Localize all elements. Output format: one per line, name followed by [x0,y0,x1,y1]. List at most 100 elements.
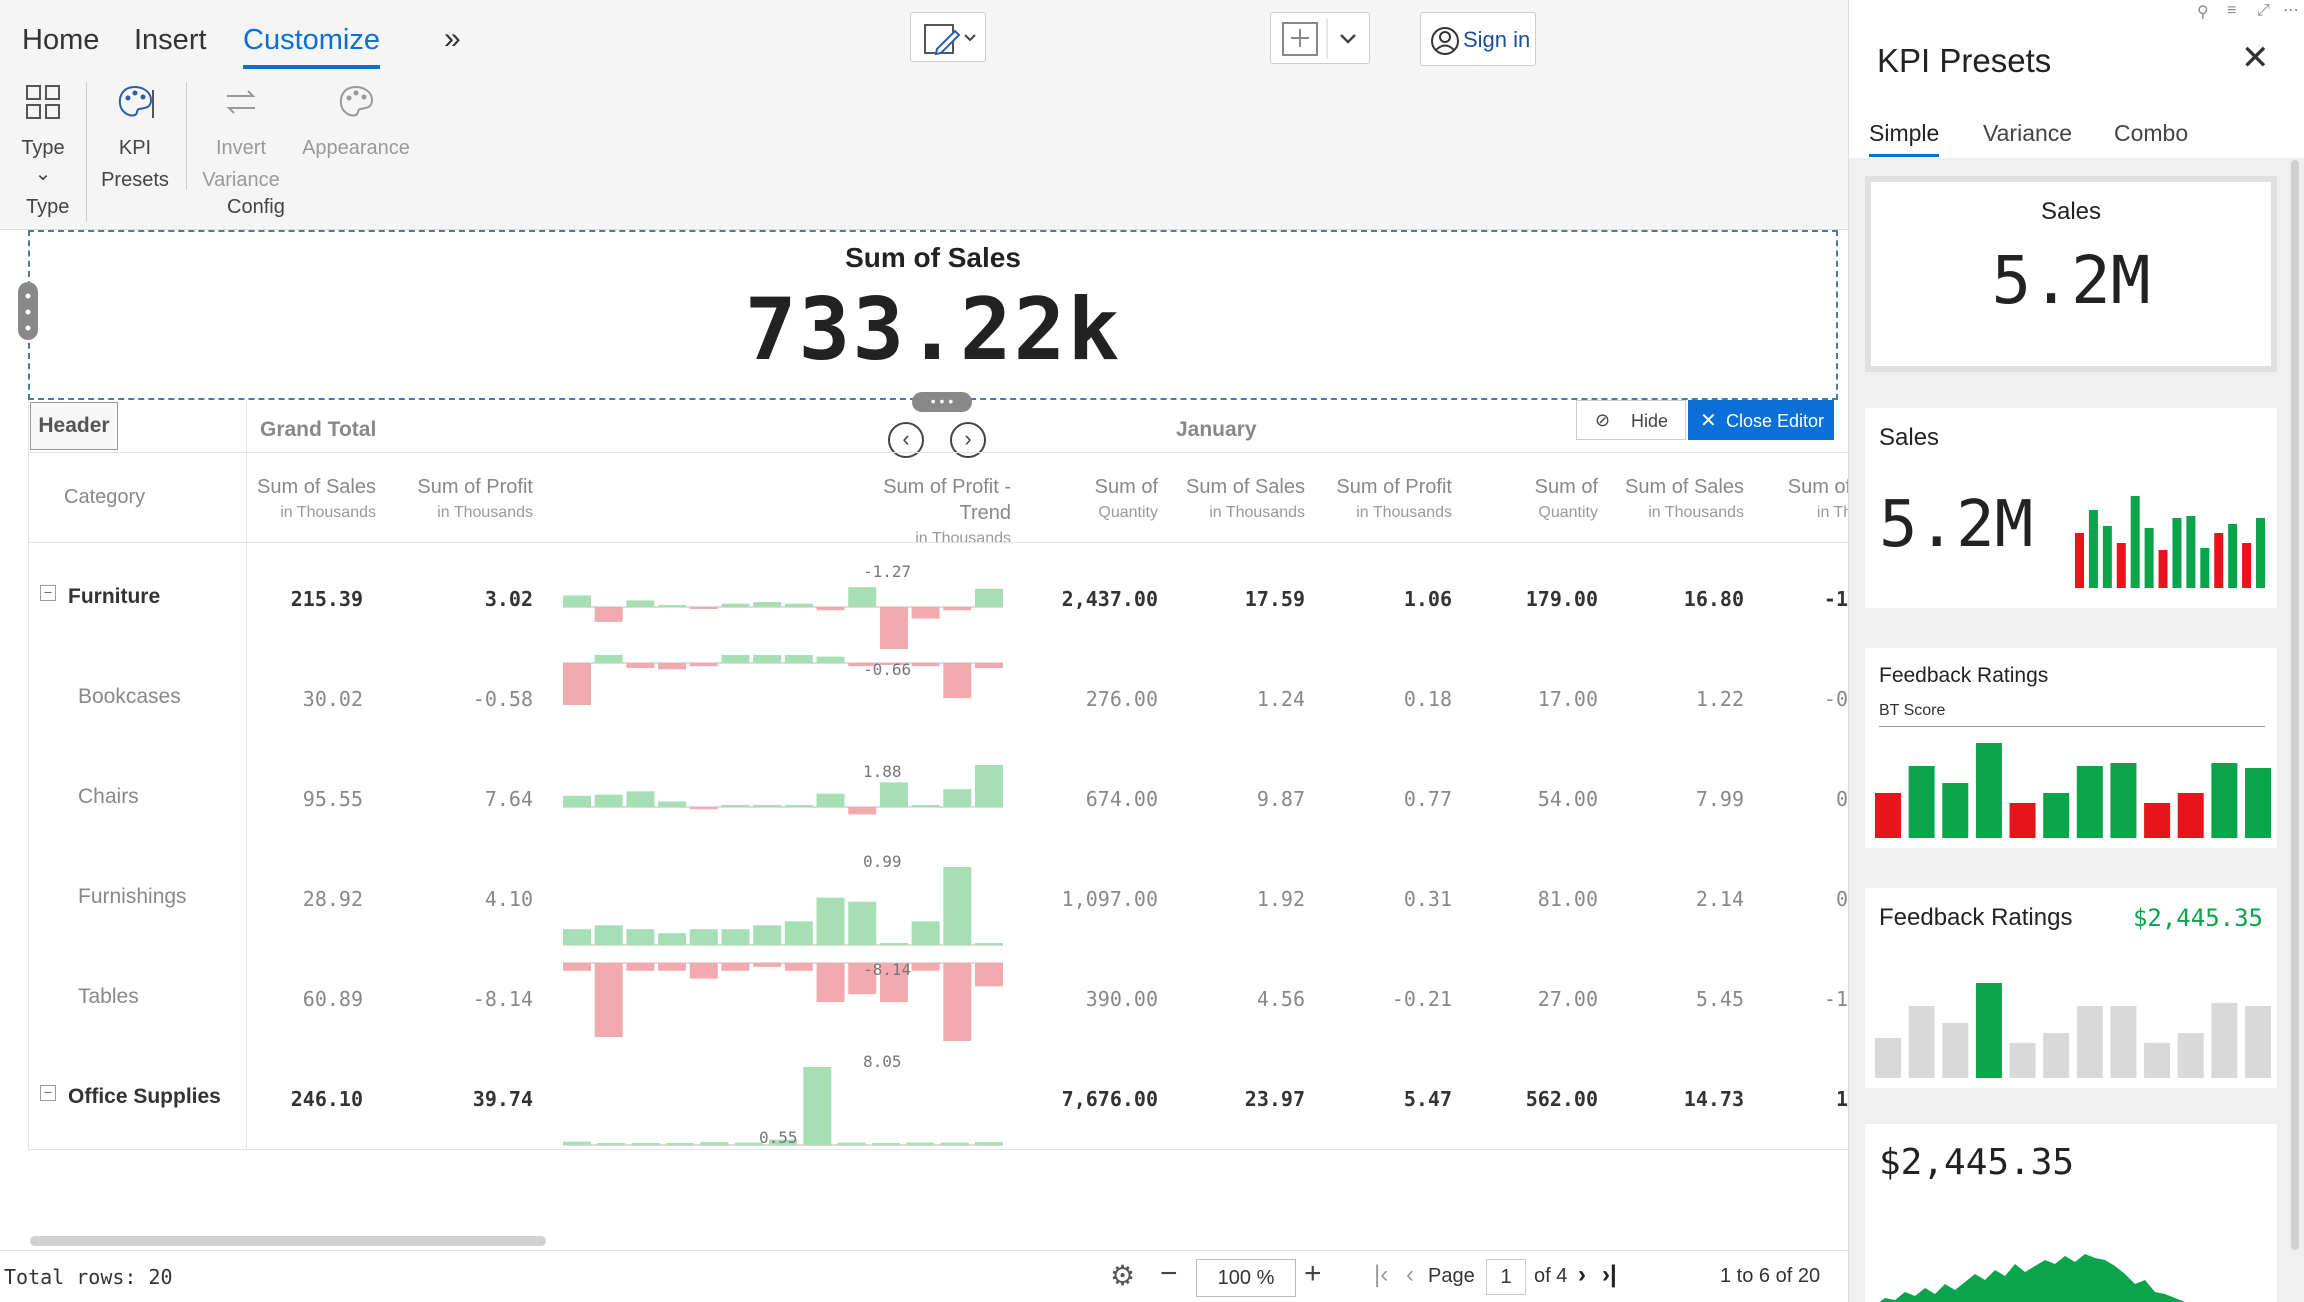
column-header[interactable]: Sum of Profit in Thousands [1292,474,1452,526]
tab-home[interactable]: Home [22,24,100,56]
sparkline-bar [626,929,655,945]
table-row[interactable]: Chairs 95.55 7.64 674.00 9.87 0.77 54.00 7.99 0 1… [28,755,1848,855]
table-row[interactable]: − Office Supplies 246.10 39.74 7,676.00 23.97… [28,1055,1848,1155]
column-header[interactable]: Sum of Profit - Trend in Thousands [851,474,1011,552]
panel-close-icon[interactable]: ✕ [2241,39,2270,77]
preset-card-sparkbar[interactable]: Sales 5.2M [1865,408,2277,608]
prev-page-icon[interactable]: ‹ [1406,1261,1414,1288]
pin-icon[interactable]: ⚲ [2197,4,2209,21]
sparkline-bar [689,963,718,979]
preset-chart-bar [2009,1043,2036,1078]
hide-button[interactable]: ⊘ Hide [1576,400,1686,440]
sparkline-bar [784,805,813,807]
scroll-left-button[interactable]: ‹ [888,422,924,458]
edit-mode-button[interactable] [910,12,986,62]
collapse-toggle-icon[interactable]: − [40,585,56,601]
table-cell: -0.21 [1391,987,1452,1011]
preset-card-column[interactable]: Feedback Ratings BT Score [1865,648,2277,848]
tab-customize[interactable]: Customize [243,24,380,69]
column-header[interactable]: Sum of Profit in Thousands [373,474,533,526]
panel-tab-combo[interactable]: Combo [2114,120,2189,146]
zoom-input[interactable]: 100 % [1196,1259,1296,1297]
preset-chart-bar [2245,1006,2271,1078]
table-row[interactable]: Tables 60.89 -8.14 390.00 4.56 -0.21 27.00 5.45… [28,955,1848,1055]
sparkline-bar [721,655,750,663]
table-cell: 17.00 [1537,687,1598,711]
sparkline-bar [943,789,972,807]
expand-icon[interactable]: ⤢ [2257,2,2270,19]
column-header-title: Sum of [1534,476,1598,498]
close-editor-button[interactable]: ✕ Close Editor [1688,400,1834,440]
zoom-out-button[interactable]: − [1160,1257,1178,1290]
sparkline-label: -1.27 [863,562,911,581]
preset-chart-bar [2076,766,2103,838]
swap-arrows-icon [226,90,256,114]
appearance-button[interactable]: Appearance [296,82,416,164]
header-button[interactable]: Header [30,402,118,450]
tab-insert[interactable]: Insert [134,24,207,56]
sparkline-bar [975,663,1003,669]
filter-icon[interactable]: ≡ [2227,2,2237,19]
sparkline-bar [658,605,687,607]
sparkline-bar [911,607,940,619]
resize-handle-left[interactable]: • • • [18,282,38,340]
more-tabs-icon[interactable]: » [444,22,461,55]
collapse-toggle-icon[interactable]: − [40,1085,56,1101]
preset-chart-bar [2116,543,2126,588]
page-input[interactable]: 1 [1486,1259,1526,1295]
preset-card-area[interactable]: $2,445.35 [1865,1124,2277,1302]
preset-card-simple[interactable]: Sales 5.2M [1865,176,2277,372]
preset-chart-bar [1908,1006,1935,1078]
total-rows: Total rows: 20 [4,1265,173,1289]
last-page-icon[interactable]: ›| [1602,1261,1617,1288]
sign-in-button[interactable]: Sign in [1420,12,1536,66]
preset-chart-bar [2177,793,2204,838]
preset-card-value: $2,445.35 [1879,1142,2075,1183]
kpi-presets-button[interactable]: KPI Presets [98,82,172,196]
column-header[interactable]: Sum of Sales in Thousands [216,474,376,526]
next-page-icon[interactable]: › [1578,1261,1586,1288]
column-header[interactable]: Sum of Sales in Thousands [1584,474,1744,526]
settings-gear-icon[interactable]: ⚙ [1110,1260,1136,1291]
column-header-title: Sum of Sales [1186,476,1305,498]
preset-chart-bar [2214,533,2224,588]
first-page-icon[interactable]: |‹ [1374,1261,1389,1288]
table-cell: 39.74 [472,1087,533,1111]
table-cell: 9.87 [1256,787,1305,811]
table-cell: -1 [1823,987,1848,1011]
table-cell: 3.02 [484,587,533,611]
table-row[interactable]: Furnishings 28.92 4.10 1,097.00 1.92 0.31 81.0… [28,855,1848,955]
chevron-down-icon: ⌄ [34,163,52,185]
kpi-card[interactable]: Sum of Sales 733.22k [28,230,1838,400]
preset-chart-bar [2088,510,2098,588]
add-element-dropdown[interactable] [1270,12,1370,64]
table-cell: -0 [1823,687,1848,711]
type-button[interactable]: Type ⌄ [16,82,70,184]
panel-tab-variance[interactable]: Variance [1983,120,2073,146]
more-icon[interactable]: ⋯ [2283,2,2299,19]
preset-card-highlight[interactable]: Feedback Ratings $2,445.35 [1865,888,2277,1088]
table-cell: 2,437.00 [1061,587,1158,611]
zoom-in-button[interactable]: + [1304,1257,1322,1290]
column-header[interactable]: Sum of Quantity [1438,474,1598,526]
column-header[interactable]: Sum of Quantity [998,474,1158,526]
invert-variance-button[interactable]: Invert Variance [196,82,286,196]
ribbon: Home Insert Customize » [0,0,1848,230]
sparkline-bar [940,1142,969,1145]
panel-scrollbar[interactable] [2291,160,2299,1250]
preset-chart-bar [2200,548,2210,588]
panel-tab-simple[interactable]: Simple [1869,120,1940,157]
table-cell: 674.00 [1085,787,1158,811]
preset-chart-bar [1875,793,1901,838]
sparkline-bar [631,1143,660,1145]
table-row[interactable]: − Furniture 215.39 3.02 2,437.00 17.59 1.06 179… [28,555,1848,655]
column-header[interactable]: Sum of Sales in Thousands [1145,474,1305,526]
scroll-right-button[interactable]: › [950,422,986,458]
table-cell: -1 [1823,587,1848,611]
horizontal-scrollbar[interactable] [30,1236,546,1246]
group-label-type: Type [26,196,70,218]
table-row[interactable]: Bookcases 30.02 -0.58 276.00 1.24 0.18 17.00 1.… [28,655,1848,755]
resize-handle-bottom[interactable]: • • • [912,392,972,412]
